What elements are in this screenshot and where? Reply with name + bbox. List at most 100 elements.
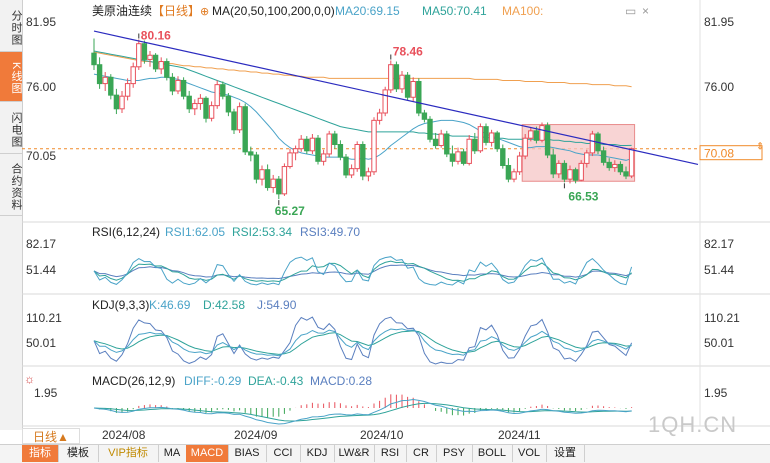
candle-body: [511, 171, 517, 180]
tab-kline[interactable]: K线图: [0, 52, 22, 102]
rsi-tick-right-1: 82.17: [704, 237, 734, 251]
y-tick-left-3: 70.05: [26, 149, 56, 163]
tab-boll[interactable]: BOLL: [472, 445, 513, 462]
candle-body: [348, 168, 355, 176]
trendline: [93, 30, 699, 166]
macd-tick-right-1: 1.95: [704, 386, 728, 400]
macd-settings-icon[interactable]: ☼: [24, 372, 35, 386]
collapse-icon[interactable]: ▭: [625, 4, 636, 18]
candle-body: [320, 153, 327, 162]
candle-body: [124, 83, 131, 97]
candle-body: [287, 152, 293, 168]
candle-body: [264, 169, 271, 189]
tab-kdj[interactable]: KDJ: [300, 445, 335, 462]
macd-diff-line: [93, 398, 632, 425]
candle-body: [91, 52, 97, 66]
candle-body: [567, 169, 573, 180]
candle-body: [231, 111, 237, 131]
rsi3-value: RSI3:49.70: [300, 225, 360, 239]
candle-body: [365, 171, 372, 177]
settings-gear-icon[interactable]: ⊕: [200, 6, 209, 18]
tab-settings[interactable]: 设置: [546, 445, 585, 462]
candle-body: [281, 166, 288, 195]
candle-body: [158, 61, 164, 70]
candle-body: [399, 74, 405, 90]
candle-body: [259, 169, 265, 180]
candle-body: [432, 138, 439, 147]
tab-lwr[interactable]: LW&R: [334, 445, 375, 462]
kdj-j-line: [93, 316, 633, 365]
candle-body: [169, 76, 176, 92]
candle-body: [180, 79, 187, 97]
period-label: 【日线】: [152, 4, 200, 18]
tab-macd[interactable]: MACD: [186, 445, 229, 462]
candle-body: [455, 151, 461, 162]
x-label-aug: 2024/08: [102, 428, 146, 442]
period-selector[interactable]: 日线▲: [22, 428, 80, 444]
tab-rsi[interactable]: RSI: [374, 445, 407, 462]
tab-cr[interactable]: CR: [406, 445, 437, 462]
candle-body: [360, 144, 366, 177]
candle-body: [220, 84, 226, 97]
price-chart[interactable]: 美原油连续 【日线】 ⊕ MA(20,50,100,200,0,0) MA20:…: [22, 0, 770, 444]
candle-body: [141, 43, 148, 60]
rsi2-line: [93, 260, 632, 283]
tab-vol[interactable]: VOL: [512, 445, 547, 462]
candle-body: [376, 112, 383, 121]
candle-body: [203, 97, 209, 119]
candle-body: [186, 95, 192, 110]
ma100-value: MA100:: [502, 4, 543, 18]
candle-body: [326, 133, 332, 155]
kdj-tick-left-1: 110.21: [26, 311, 62, 325]
candle-body: [533, 130, 540, 141]
candle-body: [113, 94, 120, 110]
macd-value: MACD:0.28: [310, 374, 372, 388]
candle-body: [343, 156, 349, 176]
rsi-label: RSI(6,12,24): [92, 225, 160, 239]
candle-body: [147, 54, 153, 60]
tab-psy[interactable]: PSY: [436, 445, 473, 462]
candle-body: [449, 153, 456, 162]
ma-params-label: MA(20,50,100,200,0,0): [212, 4, 335, 18]
tab-ma[interactable]: MA: [158, 445, 187, 462]
y-tick-left-1: 81.95: [26, 15, 56, 29]
candle-body: [522, 137, 528, 157]
rsi-tick-left-2: 51.44: [26, 263, 56, 277]
candle-body: [589, 133, 596, 154]
candle-body: [192, 103, 198, 110]
candle-body: [572, 169, 579, 181]
tab-templates[interactable]: 模板: [58, 445, 99, 462]
watermark: 1QH.CN: [648, 412, 738, 437]
candle-body: [505, 165, 512, 180]
annotation-peak: 78.46: [393, 45, 423, 59]
kdj-k-value: K:46.69: [149, 298, 191, 312]
candle-body: [539, 125, 545, 141]
close-icon[interactable]: ×: [642, 4, 649, 18]
candle-body: [371, 119, 377, 173]
tab-time-share[interactable]: 分时图: [0, 0, 22, 52]
candle-body: [628, 148, 635, 177]
kdj-d-value: D:42.58: [203, 298, 245, 312]
candle-body: [354, 144, 360, 170]
candle-body: [466, 138, 472, 164]
candle-body: [623, 171, 629, 177]
tab-indicators[interactable]: 指标: [22, 445, 59, 462]
kdj-tick-right-2: 50.01: [704, 336, 734, 350]
macd-diff-value: DIFF:-0.29: [184, 374, 242, 388]
candle-body: [483, 126, 489, 143]
candle-body: [444, 133, 450, 155]
y-tick-right-1: 81.95: [704, 15, 734, 29]
candle-body: [214, 84, 220, 107]
kdj-d-line: [93, 330, 632, 355]
tab-cci[interactable]: CCI: [266, 445, 301, 462]
candle-body: [253, 154, 260, 180]
candle-body: [315, 137, 321, 162]
tab-flash[interactable]: 闪电图: [0, 102, 22, 154]
tab-bias[interactable]: BIAS: [228, 445, 267, 462]
candle-body: [500, 148, 506, 166]
tab-contract-info[interactable]: 合约资料: [0, 154, 22, 216]
rsi3-line: [93, 264, 632, 280]
ma20-value: MA20:69.15: [335, 4, 400, 18]
candle-body: [528, 130, 534, 139]
tab-vip-indicators[interactable]: VIP指标: [98, 445, 159, 462]
